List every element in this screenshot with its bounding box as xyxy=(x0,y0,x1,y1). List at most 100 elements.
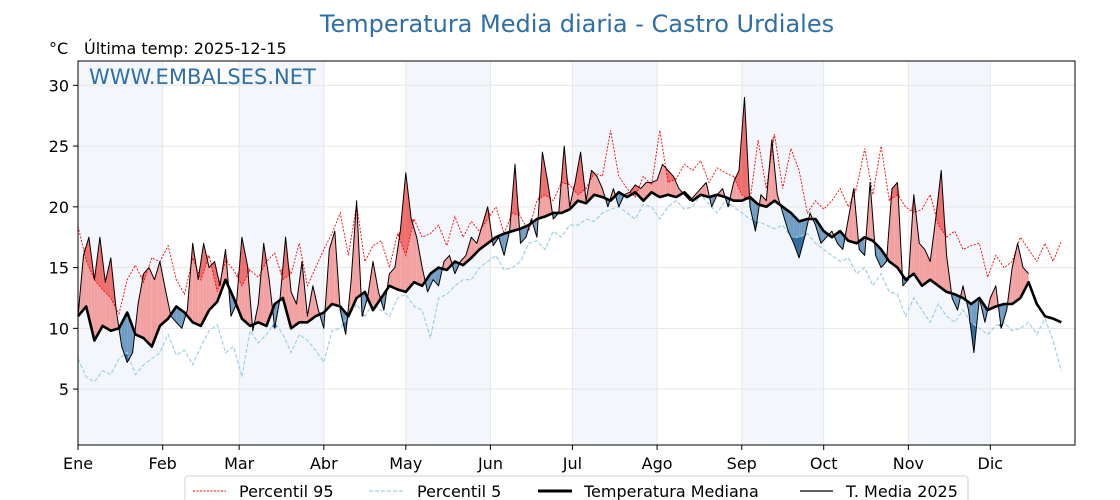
fill-below-median xyxy=(785,208,789,232)
fill-below-median xyxy=(274,302,278,329)
fill-above-median xyxy=(149,267,152,347)
fill-above-p95 xyxy=(577,152,581,195)
fill-above-median xyxy=(1012,255,1015,305)
fill-above-median xyxy=(288,264,292,329)
fill-above-p95 xyxy=(741,97,745,197)
fill-above-median xyxy=(146,267,150,344)
fill-above-median xyxy=(591,170,595,198)
series-line-2025 xyxy=(77,97,1029,363)
legend-label-p5: Percentil 5 xyxy=(417,482,501,500)
fill-above-p95 xyxy=(545,167,548,197)
fill-below-median xyxy=(124,312,128,363)
fill-above-p95 xyxy=(575,167,578,195)
fill-above-p95 xyxy=(403,172,406,256)
y-tick-label: 20 xyxy=(49,198,69,217)
y-tick-label: 25 xyxy=(49,137,69,156)
x-tick-label: Abr xyxy=(310,454,338,473)
x-tick-label: Dic xyxy=(978,454,1004,473)
legend-label-2025: T. Media 2025 xyxy=(845,482,958,500)
x-axis: Ene Feb Mar Abr May Jun Jul Ago Sep Oct Nov Dic xyxy=(63,445,1003,473)
fill-below-median xyxy=(861,237,865,256)
fill-above-median xyxy=(848,203,852,242)
series-line-percentil-5 xyxy=(77,193,1062,383)
fill-above-median xyxy=(897,182,901,272)
fill-above-median xyxy=(911,194,914,276)
fill-above-median xyxy=(189,243,193,323)
fill-above-median xyxy=(353,200,357,305)
fill-above-median xyxy=(334,231,338,306)
anomaly-fills xyxy=(78,97,1029,363)
fill-above-median xyxy=(154,270,158,340)
fill-above-p95 xyxy=(938,170,942,230)
x-tick-label: Mar xyxy=(224,454,255,473)
fill-above-p95 xyxy=(97,237,100,287)
legend-label-median: Temperatura Mediana xyxy=(583,482,759,500)
y-axis: 5 10 15 20 25 30 xyxy=(49,76,78,399)
fill-above-median xyxy=(594,173,597,196)
watermark: WWW.EMBALSES.NET xyxy=(89,65,316,89)
fill-above-p95 xyxy=(736,170,740,189)
fill-above-median xyxy=(332,231,335,305)
fill-above-p95 xyxy=(105,270,109,296)
fill-above-median xyxy=(419,252,423,286)
fill-above-median xyxy=(370,261,374,311)
fill-above-median xyxy=(140,273,144,339)
fill-above-median xyxy=(80,255,84,313)
fill-above-p95 xyxy=(891,185,895,199)
x-tick-label: Nov xyxy=(893,454,924,473)
fill-below-median xyxy=(504,232,507,256)
fill-above-median xyxy=(301,261,305,323)
fill-above-median xyxy=(476,234,480,253)
fill-below-median xyxy=(176,306,180,326)
fill-above-median xyxy=(891,185,895,266)
x-tick-label: Ene xyxy=(63,454,93,473)
fill-above-p95 xyxy=(200,243,204,280)
fill-above-median xyxy=(389,270,393,288)
x-tick-label: Jun xyxy=(477,454,503,473)
fill-above-median xyxy=(299,261,302,323)
fill-below-median xyxy=(127,312,130,363)
fill-above-median xyxy=(479,225,483,250)
fill-below-median xyxy=(433,269,436,283)
fill-above-p95 xyxy=(484,206,488,224)
fill-above-median xyxy=(91,258,95,341)
fill-below-median xyxy=(553,212,557,219)
fill-above-median xyxy=(733,176,737,201)
fill-above-median xyxy=(329,240,333,307)
fill-above-median xyxy=(654,180,658,196)
fill-above-median xyxy=(889,188,892,264)
fill-above-p95 xyxy=(408,195,412,244)
fill-above-median xyxy=(676,182,679,198)
fill-below-median xyxy=(501,233,505,256)
fill-above-median xyxy=(375,276,379,307)
y-tick-label: 5 xyxy=(59,380,69,399)
fill-above-median xyxy=(916,218,920,282)
fill-below-median xyxy=(121,317,125,355)
series-line-mediana xyxy=(77,190,1062,348)
month-band-mar xyxy=(239,61,324,445)
fill-above-p95 xyxy=(542,152,546,197)
fill-above-median xyxy=(1014,243,1018,303)
fill-below-median xyxy=(875,243,879,262)
fill-below-median xyxy=(954,294,958,311)
fill-above-median xyxy=(1017,243,1021,300)
fill-above-median xyxy=(312,285,316,319)
fill-above-p95 xyxy=(894,182,898,197)
fill-below-median xyxy=(840,231,843,250)
fill-below-p5 xyxy=(796,237,800,258)
x-tick-label: May xyxy=(389,454,422,473)
y-tick-label: 10 xyxy=(49,319,69,338)
fill-below-p5 xyxy=(799,235,802,258)
fill-above-median xyxy=(599,182,603,198)
fill-above-median xyxy=(922,246,925,286)
fill-below-median xyxy=(534,218,537,238)
fill-below-median xyxy=(454,261,458,274)
x-tick-label: Oct xyxy=(810,454,838,473)
fill-above-median xyxy=(853,188,857,244)
fill-above-median xyxy=(927,255,931,282)
fill-above-median xyxy=(247,265,251,326)
fill-above-median xyxy=(293,297,297,327)
fill-above-median xyxy=(468,237,472,261)
legend-box xyxy=(184,475,969,500)
